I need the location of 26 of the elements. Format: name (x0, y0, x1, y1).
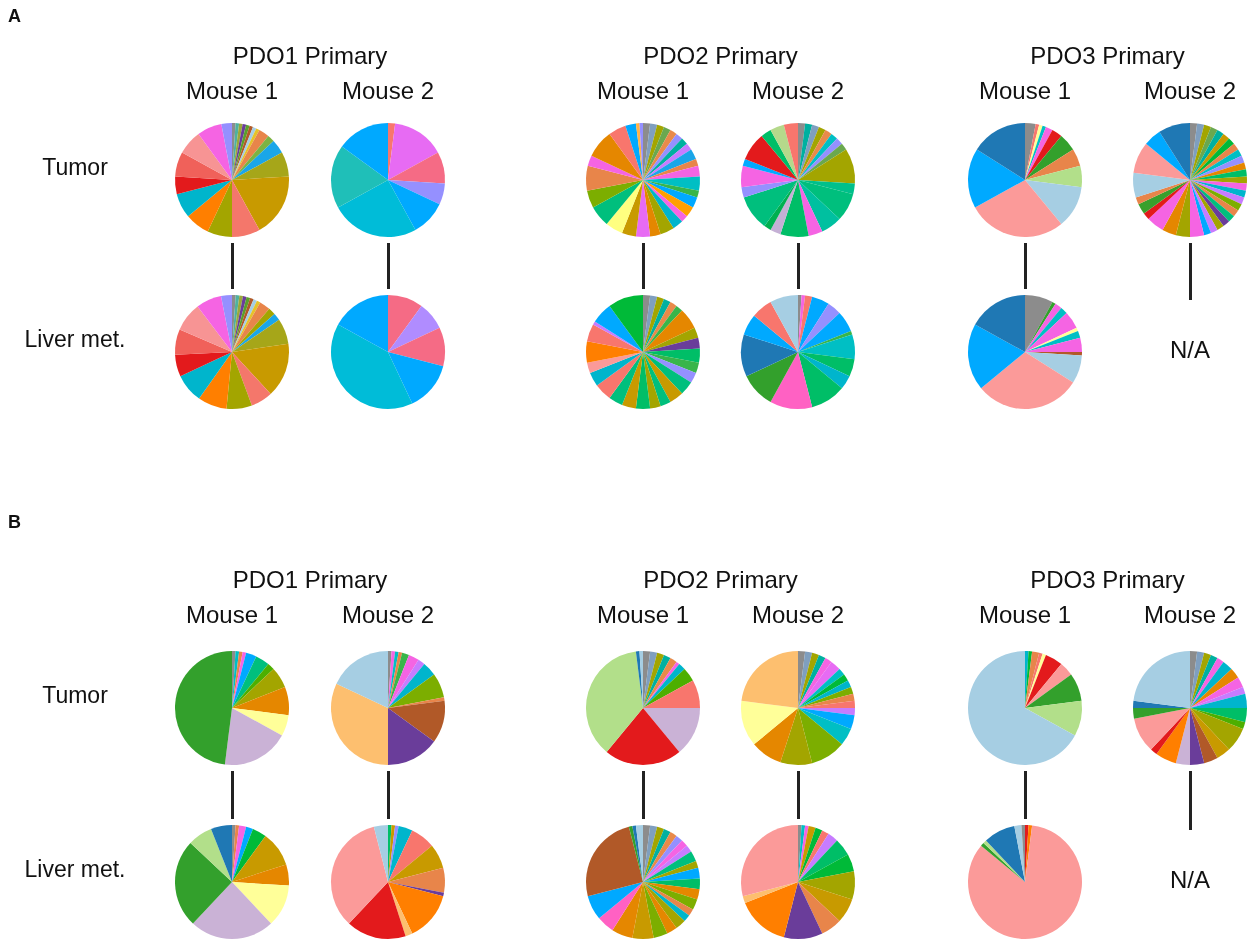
chart-subtitle: Mouse 2 (340, 601, 436, 629)
chart-subtitle: Mouse 2 (750, 77, 846, 105)
text: N/A (1169, 866, 1211, 894)
chart-title: PDO1 Primary (231, 42, 389, 70)
chart-subtitle: Mouse 1 (595, 77, 691, 105)
chart-title: PDO1 Primary (231, 566, 389, 594)
chart-subtitle: Mouse 1 (184, 601, 280, 629)
chart-subtitle: Mouse 1 (595, 601, 691, 629)
text: A (8, 6, 21, 27)
chart-subtitle: Mouse 1 (977, 601, 1073, 629)
text: Liver met. (23, 856, 127, 883)
chart-title: PDO3 Primary (1029, 42, 1186, 70)
chart-title: PDO3 Primary (1029, 566, 1186, 594)
chart-title: PDO2 Primary (642, 42, 799, 70)
text: Liver met. (23, 326, 127, 353)
chart-title: PDO2 Primary (642, 566, 799, 594)
chart-subtitle: Mouse 2 (1142, 77, 1238, 105)
text: B (8, 512, 21, 533)
chart-subtitle: Mouse 2 (750, 601, 846, 629)
chart-subtitle: Mouse 2 (340, 77, 436, 105)
text: N/A (1169, 336, 1211, 364)
text: Tumor (41, 154, 109, 181)
chart-subtitle: Mouse 2 (1142, 601, 1238, 629)
chart-subtitle: Mouse 1 (977, 77, 1073, 105)
text: Tumor (41, 682, 109, 709)
chart-subtitle: Mouse 1 (184, 77, 280, 105)
